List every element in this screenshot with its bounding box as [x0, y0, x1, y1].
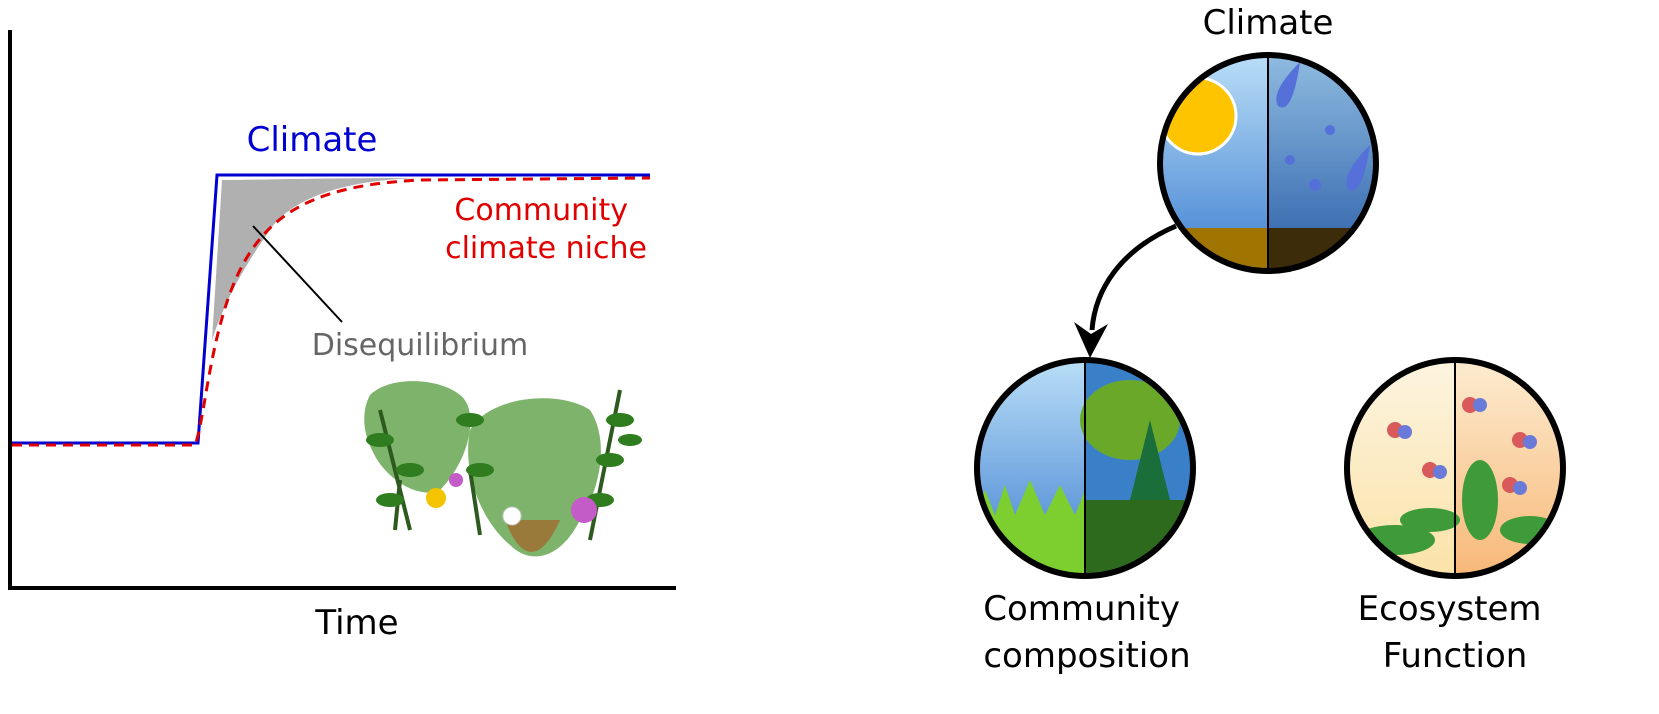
niche-label-line: Community — [454, 193, 628, 228]
community-title-line: composition — [983, 636, 1190, 676]
niche-line — [12, 176, 651, 447]
x-axis-label: Time — [314, 603, 398, 643]
climate-line — [12, 173, 650, 445]
pointer — [252, 225, 343, 323]
ecosystem-title-line: Ecosystem — [1358, 589, 1542, 629]
climate-title: Climate — [1203, 3, 1334, 43]
plants-illustration — [364, 381, 642, 557]
niche-label: Community climate niche — [445, 193, 647, 266]
ecosystem-title: Ecosystem Function — [1358, 589, 1553, 676]
niche-label-line: climate niche — [445, 231, 647, 266]
community-title: Community composition — [983, 589, 1191, 676]
climate-label: Climate — [247, 120, 378, 160]
disequilibrium-label: Disequilibrium — [312, 328, 529, 363]
ecosystem-title-line: Function — [1383, 636, 1528, 676]
arrow-head — [1074, 322, 1108, 358]
left-panel: Climate Community climate niche Disequil… — [8, 30, 676, 643]
arrow — [1089, 223, 1177, 331]
right-panel: Climate Community composition Ecosystem … — [974, 3, 1566, 676]
community-title-line: Community — [983, 589, 1180, 629]
community-circle — [977, 360, 1193, 576]
disequilibrium-area — [212, 178, 420, 340]
